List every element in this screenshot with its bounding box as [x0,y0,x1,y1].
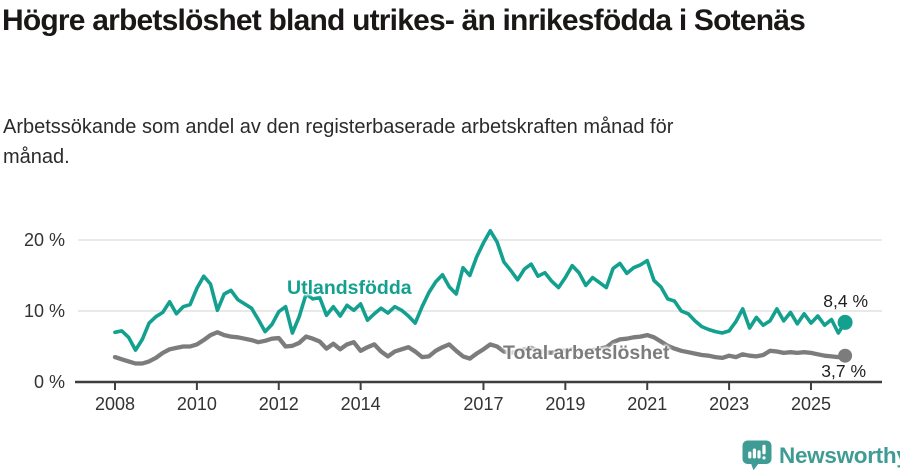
x-axis-tick-label: 2017 [463,394,503,414]
y-axis-tick-label: 10 % [24,301,65,321]
series-label-utlandsfodda: Utlandsfödda [287,277,412,299]
x-axis-tick-label: 2008 [95,394,135,414]
x-axis-tick-label: 2021 [627,394,667,414]
x-axis-tick-label: 2010 [177,394,217,414]
line-utlandsfodda [113,229,847,352]
line-total [112,330,848,366]
newsworthy-logo[interactable]: Newsworthy [742,440,900,471]
chart-title: Högre arbetslöshet bland utrikes- än inr… [2,4,806,37]
end-dot-total [838,348,853,363]
x-axis-tick-label: 2019 [545,394,585,414]
x-axis-tick-label: 2023 [709,394,749,414]
chart-subtitle: Arbetssökande som andel av den registerb… [3,116,674,168]
end-value-label-total: 3,7 % [821,361,866,381]
y-axis-tick-label: 0 % [34,372,65,392]
newsworthy-pin-icon [742,440,772,471]
x-axis-tick-label: 2025 [791,394,831,414]
x-axis-tick-label: 2012 [259,394,299,414]
end-value-label-utlandsfodda: 8,4 % [823,291,868,311]
newsworthy-logo-text: Newsworthy [779,442,900,468]
x-axis-tick-label: 2014 [341,394,381,414]
end-dot-utlandsfodda [837,314,853,330]
series-label-total-arbetsloshet: Total arbetslöshet [503,342,670,364]
y-axis-tick-label: 20 % [24,230,65,250]
